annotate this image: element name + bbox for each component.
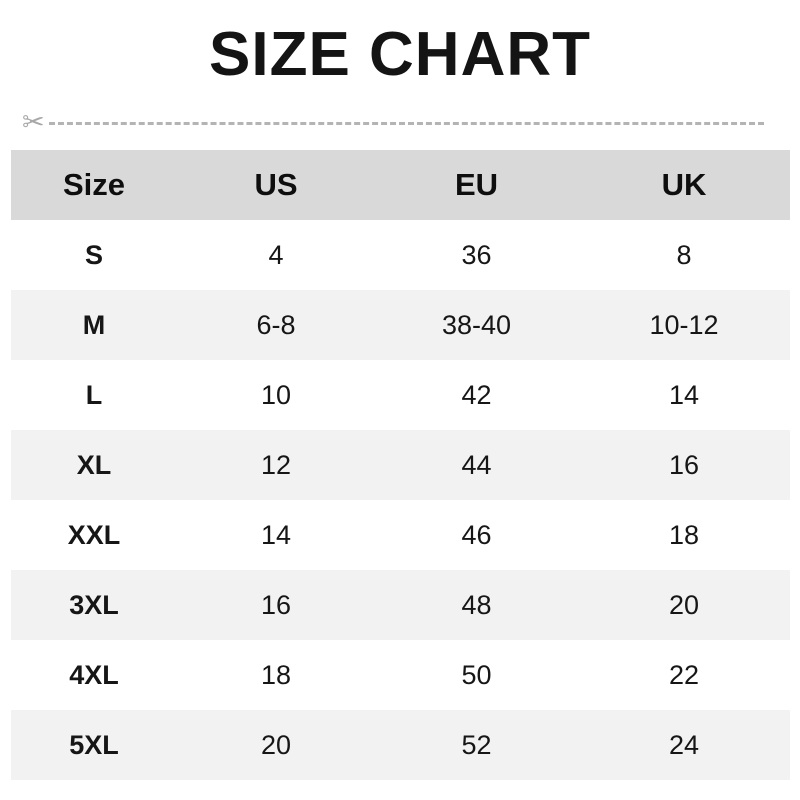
cell-uk: 22 <box>668 659 700 690</box>
cell-size: 3XL <box>69 589 119 620</box>
cell-us: 10 <box>260 379 292 410</box>
table-body: S 4 36 8 M 6-8 38-40 10-12 L 10 42 14 XL… <box>11 220 790 780</box>
column-header-eu: EU <box>375 150 578 220</box>
cell-size: XXL <box>67 519 121 550</box>
cell-us: 16 <box>260 589 292 620</box>
table-row: XL 12 44 16 <box>11 430 790 500</box>
cell-eu: 42 <box>461 379 492 410</box>
cell-size: 5XL <box>69 729 119 760</box>
cell-eu: 38-40 <box>441 309 512 340</box>
column-header-us: US <box>177 150 375 220</box>
cell-us: 4 <box>268 239 284 270</box>
cell-uk: 18 <box>668 519 700 550</box>
cell-uk: 24 <box>668 729 700 760</box>
cell-uk: 8 <box>676 239 692 270</box>
cell-eu: 36 <box>461 239 492 270</box>
column-header-uk: UK <box>578 150 790 220</box>
table-row: 4XL 18 50 22 <box>11 640 790 710</box>
size-chart-table: Size US EU UK S 4 36 8 M 6-8 38-40 10-12… <box>11 150 790 780</box>
cell-size: S <box>84 239 103 270</box>
dashed-cut-line <box>48 121 764 125</box>
cell-us: 20 <box>260 729 292 760</box>
cell-eu: 44 <box>461 449 492 480</box>
table-header: Size US EU UK <box>11 150 790 220</box>
cell-eu: 50 <box>461 659 492 690</box>
cell-eu: 46 <box>461 519 492 550</box>
cut-line: ✂ <box>22 104 778 142</box>
table-header-row: Size US EU UK <box>11 150 790 220</box>
table-row: XXL 14 46 18 <box>11 500 790 570</box>
cell-us: 14 <box>260 519 292 550</box>
page-title: SIZE CHART <box>209 20 591 89</box>
cell-uk: 16 <box>668 449 700 480</box>
cell-uk: 14 <box>668 379 700 410</box>
cell-uk: 20 <box>668 589 700 620</box>
cell-size: 4XL <box>69 659 119 690</box>
table-row: L 10 42 14 <box>11 360 790 430</box>
cell-us: 12 <box>260 449 292 480</box>
table-row: M 6-8 38-40 10-12 <box>11 290 790 360</box>
table-row: 3XL 16 48 20 <box>11 570 790 640</box>
cell-size: XL <box>76 449 112 480</box>
cell-eu: 48 <box>461 589 492 620</box>
cell-size: L <box>85 379 103 410</box>
table-row: S 4 36 8 <box>11 220 790 290</box>
cell-us: 6-8 <box>256 309 296 340</box>
column-header-size: Size <box>11 150 177 220</box>
table-row: 5XL 20 52 24 <box>11 710 790 780</box>
cell-size: M <box>82 309 106 340</box>
cell-us: 18 <box>260 659 292 690</box>
scissors-icon: ✂ <box>22 106 45 137</box>
cell-eu: 52 <box>461 729 492 760</box>
cell-uk: 10-12 <box>649 309 719 340</box>
